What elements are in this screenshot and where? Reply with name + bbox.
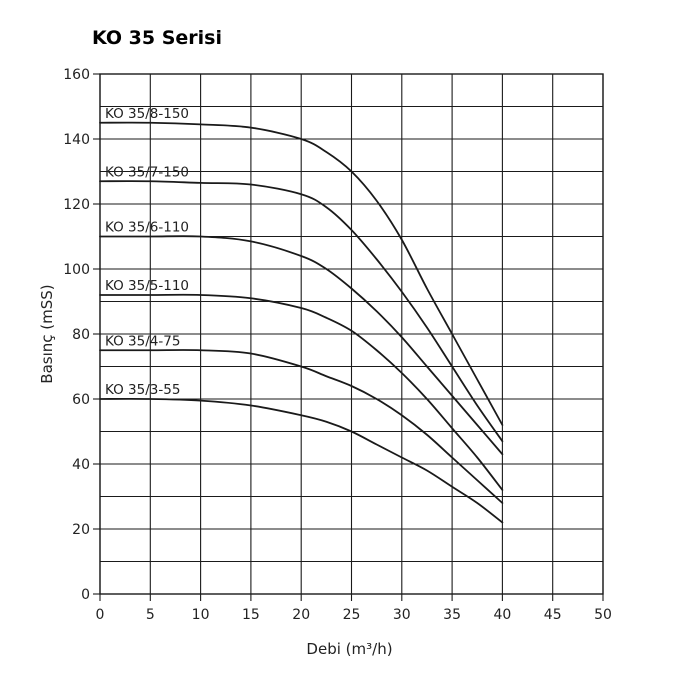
y-axis-label: Basınç (mSS) [38, 284, 56, 383]
y-tick-label: 160 [63, 67, 90, 83]
x-tick-label: 20 [292, 607, 310, 623]
series-label: KO 35/4-75 [105, 333, 180, 349]
x-tick-label: 30 [393, 607, 411, 623]
series-label: KO 35/5-110 [105, 278, 189, 294]
plot-frame [99, 73, 604, 595]
y-tick-label: 40 [72, 457, 90, 473]
y-tick-label: 60 [72, 392, 90, 408]
series-line [99, 397, 504, 524]
y-tick-label: 100 [63, 262, 90, 278]
x-tick-label: 35 [443, 607, 461, 623]
x-tick-label: 50 [594, 607, 612, 623]
series-label: KO 35/6-110 [105, 220, 189, 236]
x-axis-label: Debi (m³/h) [306, 640, 392, 658]
series-label: KO 35/7-150 [105, 164, 189, 180]
x-tick-label: 5 [146, 607, 155, 623]
x-tick-label: 10 [192, 607, 210, 623]
series-line [99, 121, 504, 426]
y-tick-label: 0 [81, 587, 90, 603]
series-line [99, 235, 504, 456]
chart-title: KO 35 Serisi [92, 27, 222, 49]
axis-ticks: 0 5 10 15 20 25 30 35 40 45 50 0 20 40 60 80 100 120 140 16… [63, 67, 612, 623]
series-label: KO 35/3-55 [105, 382, 180, 398]
series-line [99, 349, 504, 504]
x-tick-label: 25 [343, 607, 361, 623]
y-tick-label: 80 [72, 327, 90, 343]
y-tick-label: 20 [72, 522, 90, 538]
y-tick-label: 120 [63, 197, 90, 213]
x-tick-label: 40 [493, 607, 511, 623]
x-tick-label: 0 [96, 607, 105, 623]
x-tick-label: 15 [242, 607, 260, 623]
series-labels: KO 35/8-150 KO 35/7-150 KO 35/6-110 KO 35/5… [105, 106, 189, 398]
x-tick-label: 45 [544, 607, 562, 623]
y-tick-label: 140 [63, 132, 90, 148]
series-line [99, 293, 504, 491]
series-line [99, 180, 504, 443]
series-label: KO 35/8-150 [105, 106, 189, 122]
pump-curves [99, 121, 504, 524]
